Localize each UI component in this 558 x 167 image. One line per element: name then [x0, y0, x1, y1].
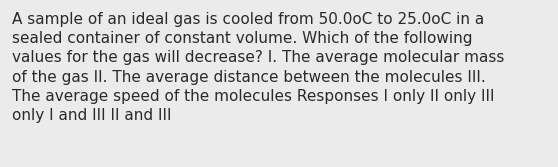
Text: A sample of an ideal gas is cooled from 50.0oC to 25.0oC in a
sealed container o: A sample of an ideal gas is cooled from …: [12, 12, 504, 123]
